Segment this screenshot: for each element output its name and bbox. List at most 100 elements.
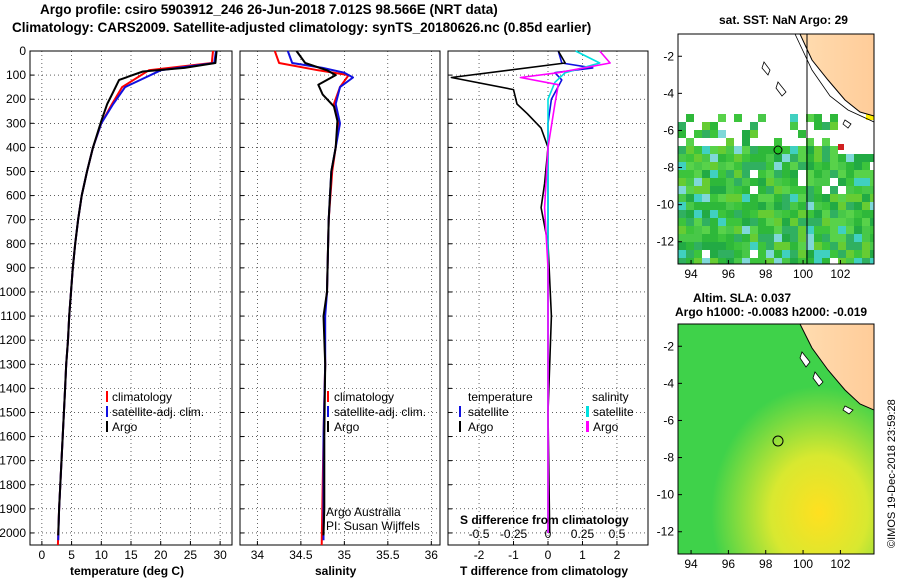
sst-cell bbox=[710, 146, 718, 154]
sst-cell bbox=[846, 226, 854, 234]
series-line-t-argo bbox=[450, 50, 567, 534]
sst-cell bbox=[798, 258, 806, 264]
sst-cell bbox=[830, 210, 838, 218]
legend-mark-s-satellite bbox=[586, 406, 589, 417]
sst-cell bbox=[750, 266, 758, 274]
sst-cell bbox=[710, 266, 718, 274]
sumatra-land bbox=[799, 324, 874, 411]
s-tick-label: 0.25 bbox=[571, 527, 595, 541]
sst-cell bbox=[742, 250, 750, 258]
sst-cell bbox=[806, 194, 814, 202]
sst-cell bbox=[686, 178, 694, 186]
sst-cell bbox=[870, 170, 874, 178]
difference-panel: -2 -1 0 1 2 -0.5 -0.25 0 0.25 0.5 T difference f… bbox=[447, 50, 649, 578]
sst-cell bbox=[830, 242, 838, 250]
sst-cell bbox=[790, 250, 798, 258]
sst-cell bbox=[766, 234, 774, 242]
sst-cell bbox=[710, 218, 718, 226]
sst-cell bbox=[734, 114, 742, 122]
sst-cell bbox=[870, 218, 874, 226]
sst-cell bbox=[678, 210, 686, 218]
sst-cell bbox=[742, 170, 750, 178]
sst-cell bbox=[686, 194, 694, 202]
legend-label-argo: Argo bbox=[334, 420, 360, 434]
sst-cell bbox=[774, 250, 782, 258]
depth-tick-label: 300 bbox=[6, 116, 26, 130]
sst-cell bbox=[702, 146, 710, 154]
temperature-gridlines bbox=[30, 50, 232, 545]
sst-cell bbox=[774, 170, 782, 178]
sst-cell bbox=[814, 114, 822, 122]
sst-cell bbox=[814, 122, 822, 130]
sst-cell bbox=[846, 194, 854, 202]
sst-cell bbox=[814, 266, 822, 274]
island-mentawai-1 bbox=[799, 351, 811, 368]
sst-cell bbox=[766, 154, 774, 162]
depth-tick-label: 600 bbox=[6, 189, 26, 203]
sst-cell bbox=[758, 258, 766, 264]
sla-map-field bbox=[678, 324, 874, 554]
sst-cell bbox=[830, 162, 838, 170]
sst-cell bbox=[726, 218, 734, 226]
sst-cell bbox=[782, 178, 790, 186]
sst-cell bbox=[726, 154, 734, 162]
sst-cell bbox=[870, 154, 874, 162]
sst-cell bbox=[718, 130, 726, 138]
sst-cell bbox=[686, 130, 694, 138]
sst-cell bbox=[758, 114, 766, 122]
sst-cell bbox=[758, 186, 766, 194]
sst-cell bbox=[702, 226, 710, 234]
sst-cell bbox=[734, 210, 742, 218]
sst-cell bbox=[750, 226, 758, 234]
sst-cell bbox=[790, 226, 798, 234]
credit-line-2: PI: Susan Wijffels bbox=[326, 519, 420, 533]
sst-cell bbox=[702, 250, 710, 258]
sst-cell bbox=[822, 146, 830, 154]
sst-cell bbox=[694, 234, 702, 242]
sla-map-title-2: Argo h1000: -0.0083 h2000: -0.019 bbox=[675, 305, 867, 319]
sst-cell bbox=[718, 226, 726, 234]
sst-longitude-ticks: 94 96 98 100 102 bbox=[684, 260, 851, 281]
sst-cell bbox=[726, 210, 734, 218]
sst-cell bbox=[814, 146, 822, 154]
sst-cell bbox=[790, 154, 798, 162]
x-tick-label: 25 bbox=[184, 548, 198, 562]
sst-cell bbox=[846, 170, 854, 178]
sst-cell bbox=[694, 170, 702, 178]
sst-cell bbox=[790, 186, 798, 194]
sst-cell bbox=[866, 112, 874, 120]
sst-cell bbox=[806, 186, 814, 194]
sst-cell bbox=[726, 146, 734, 154]
sst-cell bbox=[798, 242, 806, 250]
sst-cell bbox=[726, 234, 734, 242]
legend-mark-s-argo bbox=[586, 421, 589, 432]
sst-map-panel: sat. SST: NaN Argo: 29 94 96 98 100 102 -2 -4… bbox=[657, 13, 875, 281]
sst-cell bbox=[814, 210, 822, 218]
sst-cell bbox=[766, 186, 774, 194]
x-tick-label: 34.5 bbox=[289, 548, 313, 562]
sst-cell bbox=[694, 202, 702, 210]
sst-cell bbox=[678, 226, 686, 234]
sst-cell bbox=[742, 186, 750, 194]
sst-cell bbox=[686, 186, 694, 194]
sst-cell bbox=[790, 146, 798, 154]
sst-cell bbox=[742, 178, 750, 186]
sst-cell bbox=[782, 218, 790, 226]
sst-land bbox=[761, 34, 874, 129]
sst-cell bbox=[758, 218, 766, 226]
sst-cell bbox=[870, 210, 874, 218]
sst-cell bbox=[694, 250, 702, 258]
sst-cell bbox=[734, 186, 742, 194]
sla-map-frame bbox=[677, 323, 875, 555]
sst-cell bbox=[846, 218, 854, 226]
sst-cell bbox=[806, 154, 814, 162]
sst-cell bbox=[782, 234, 790, 242]
sst-cell bbox=[854, 218, 862, 226]
sst-cell bbox=[822, 258, 830, 264]
sst-cell bbox=[838, 258, 846, 264]
sst-cell bbox=[766, 226, 774, 234]
sst-cell bbox=[854, 170, 862, 178]
depth-tick-label: 700 bbox=[6, 213, 26, 227]
sst-cell bbox=[838, 178, 846, 186]
sst-cell bbox=[782, 146, 790, 154]
